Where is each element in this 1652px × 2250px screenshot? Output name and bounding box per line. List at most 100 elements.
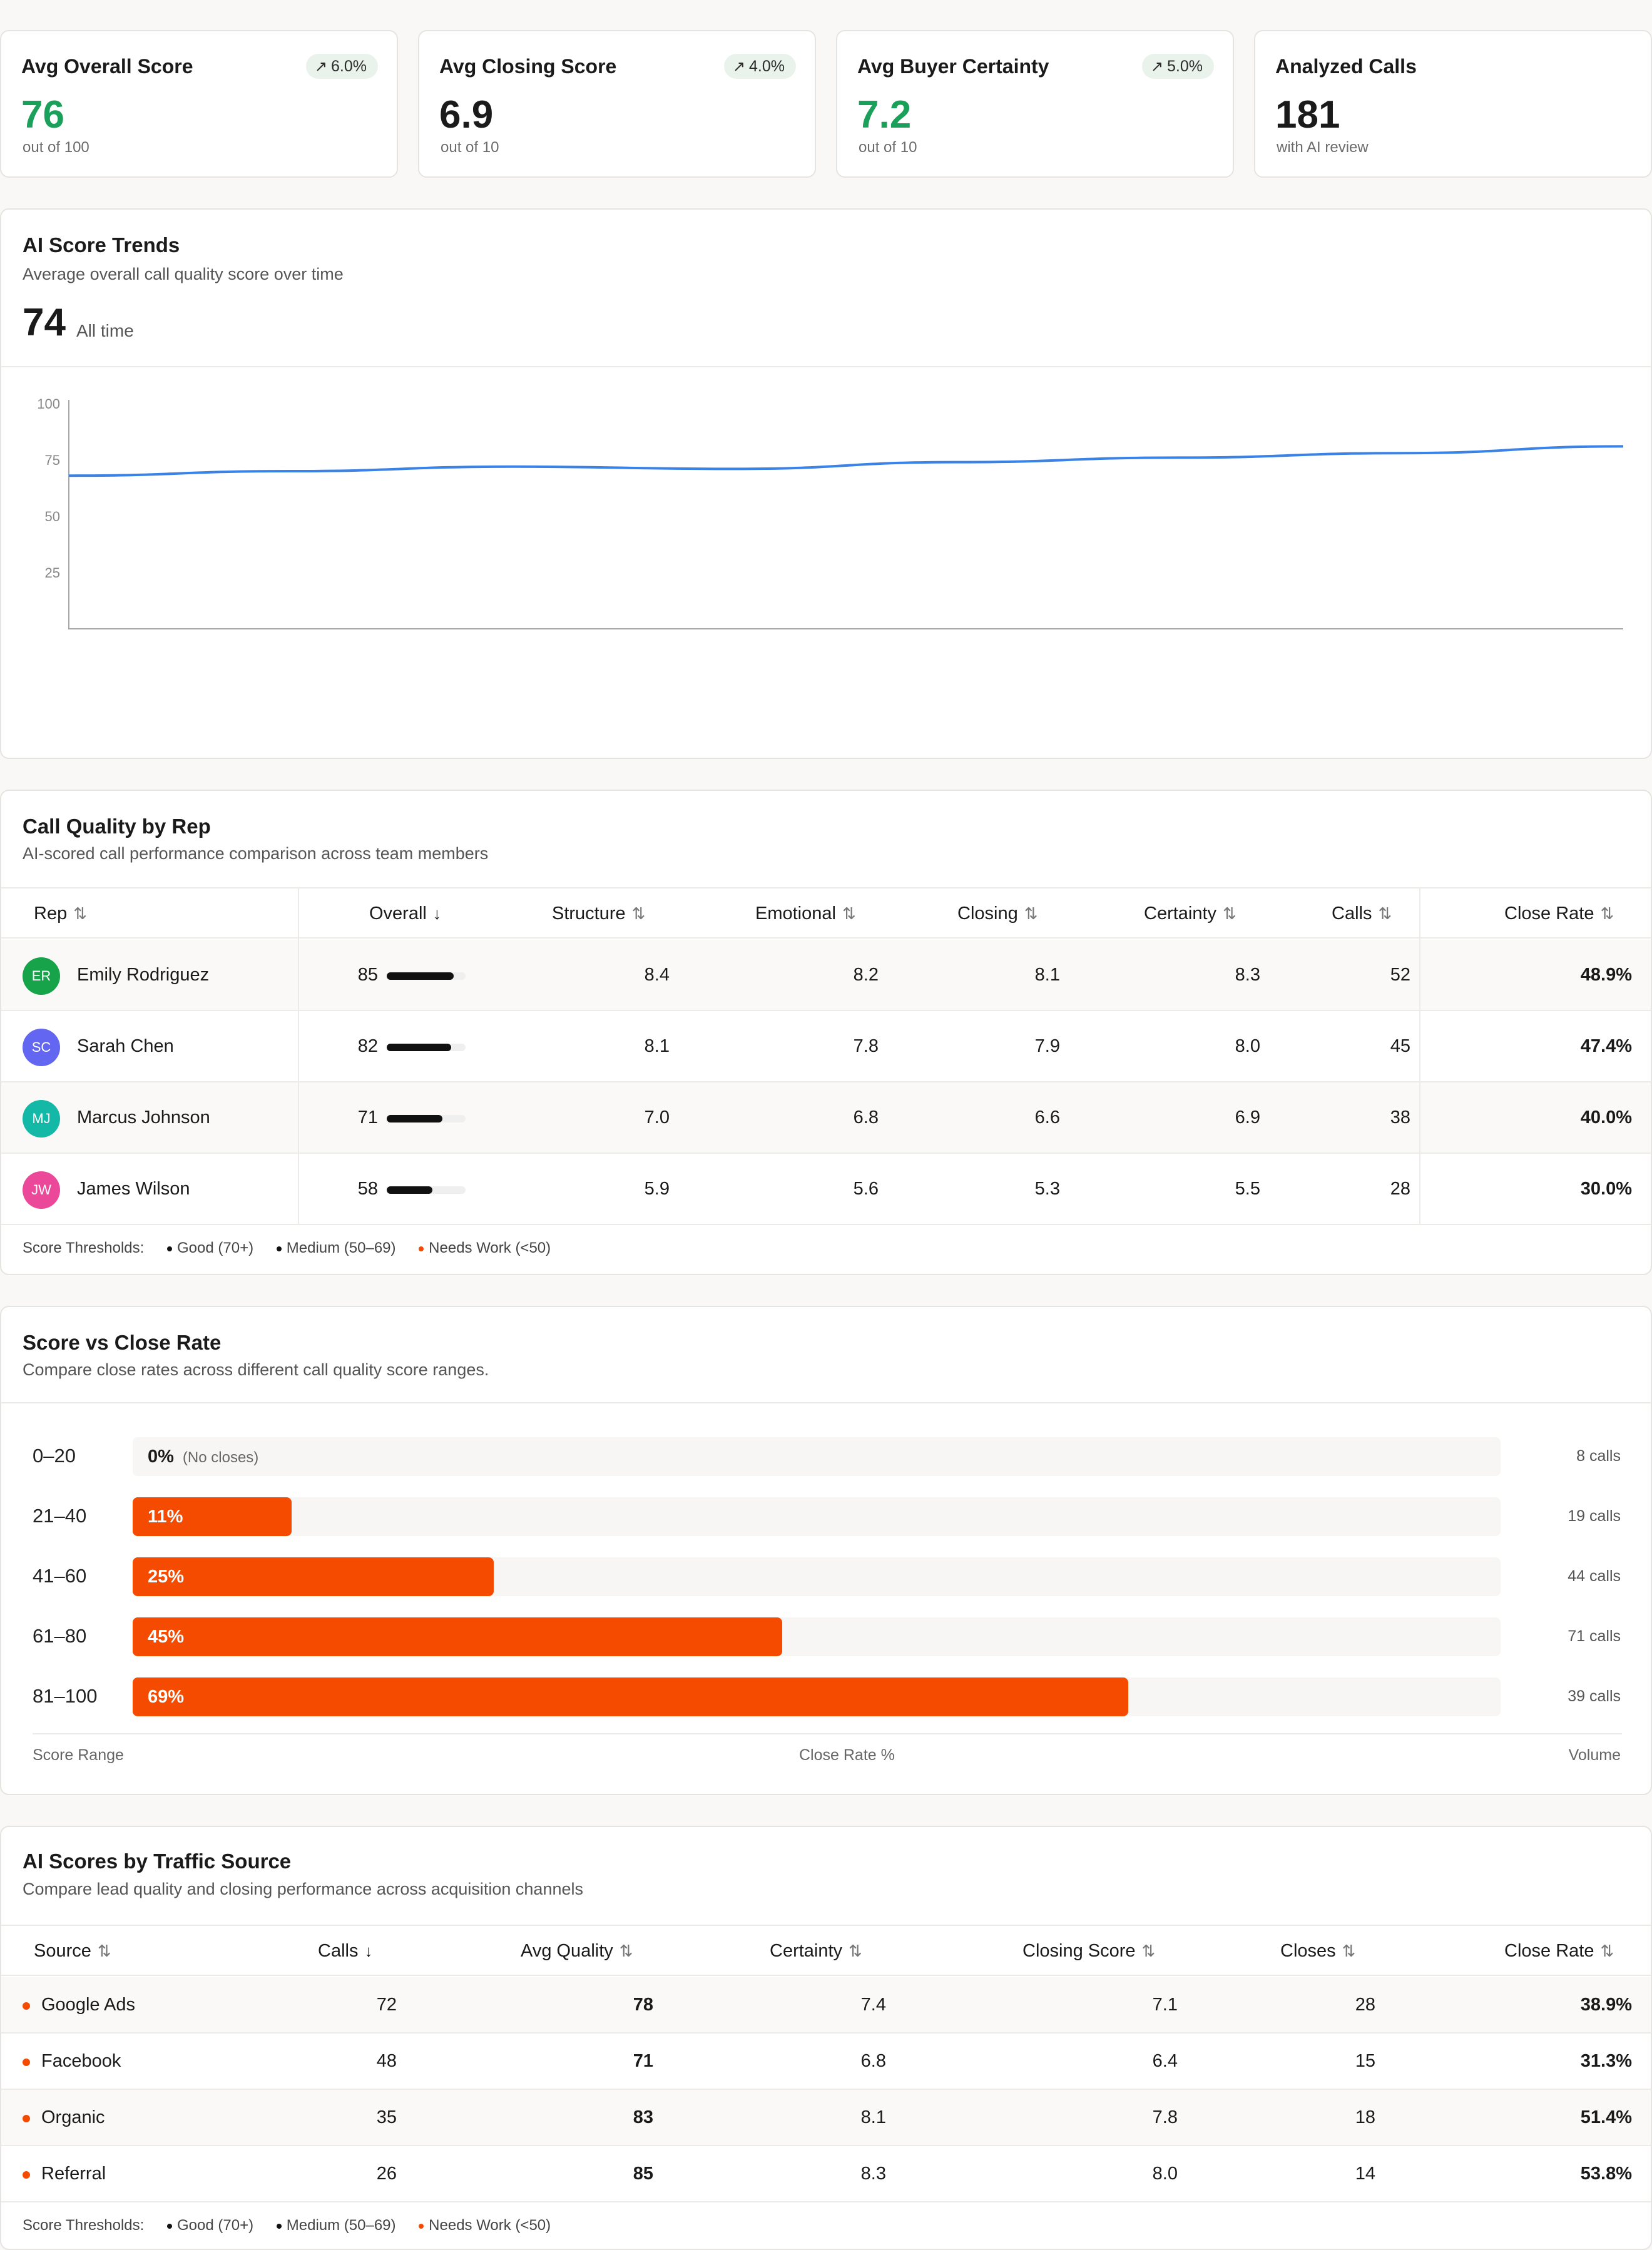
score-range-label: 21–40 <box>33 1505 86 1527</box>
table-row[interactable]: SC Sarah Chen 82 8.1 7.8 7.9 8.0 45 47.4… <box>1 1011 1651 1082</box>
sort-icon[interactable]: ⇅ <box>1378 904 1392 923</box>
close-rate: 38.9% <box>1502 1977 1632 2032</box>
arrow-down-icon[interactable]: ↓ <box>433 904 441 923</box>
no-closes-note: (No closes) <box>183 1449 258 1466</box>
kpi-value: 7.2 <box>857 93 911 137</box>
col-rep[interactable]: Rep ⇅ <box>34 888 87 939</box>
col-overall[interactable]: Overall ↓ <box>369 888 441 939</box>
close-rate: 48.9% <box>1502 940 1632 1010</box>
col-avg-quality[interactable]: Avg Quality ⇅ <box>521 1926 633 1976</box>
sort-icon[interactable]: ⇅ <box>1223 904 1236 923</box>
sort-icon[interactable]: ⇅ <box>842 904 856 923</box>
sort-icon[interactable]: ⇅ <box>1142 1942 1156 1960</box>
structure-score: 8.4 <box>564 940 670 1010</box>
card-subtitle: Compare lead quality and closing perform… <box>23 1880 583 1899</box>
certainty-score: 7.4 <box>785 1977 886 2032</box>
column-divider <box>298 887 299 1224</box>
card-title: AI Scores by Traffic Source <box>23 1850 291 1873</box>
trend-badge: ↗ 5.0% <box>1142 54 1214 79</box>
table-row[interactable]: Google Ads 72 78 7.4 7.1 28 38.9% <box>1 1977 1651 2034</box>
x-tick-label: Nov 10 <box>491 640 535 643</box>
col-source[interactable]: Source ⇅ <box>34 1926 111 1976</box>
source-name: Facebook <box>41 2034 121 2089</box>
close-rate-bar: 45% <box>133 1617 1501 1656</box>
col-closing[interactable]: Closing ⇅ <box>957 888 1038 939</box>
col-certainty[interactable]: Certainty ⇅ <box>770 1926 862 1976</box>
col-closes[interactable]: Closes ⇅ <box>1280 1926 1355 1976</box>
calls-count: 38 <box>1305 1082 1410 1153</box>
table-row[interactable]: Organic 35 83 8.1 7.8 18 51.4% <box>1 2090 1651 2146</box>
avatar: ER <box>23 957 60 995</box>
calls-count: 28 <box>1305 1154 1410 1224</box>
kpi-title: Avg Closing Score <box>439 55 616 78</box>
certainty-score: 6.9 <box>1155 1082 1260 1153</box>
card-title: Score vs Close Rate <box>23 1331 221 1355</box>
col-close-rate[interactable]: Close Rate ⇅ <box>1504 1926 1614 1976</box>
close-rate-bar-fill <box>133 1617 782 1656</box>
kpi-avg-closing-score: Avg Closing Score ↗ 4.0% 6.9 out of 10 <box>418 30 816 178</box>
overall-score: 71 <box>339 1082 378 1153</box>
structure-score: 8.1 <box>564 1011 670 1081</box>
col-certainty[interactable]: Certainty ⇅ <box>1144 888 1236 939</box>
footer-close-rate: Close Rate % <box>799 1746 895 1764</box>
col-emotional[interactable]: Emotional ⇅ <box>755 888 856 939</box>
close-rate: 47.4% <box>1502 1011 1632 1081</box>
source-dot-icon <box>23 2171 30 2179</box>
certainty-score: 8.3 <box>785 2146 886 2201</box>
traffic-table-header: Source ⇅ Calls ↓ Avg Quality ⇅ Certainty ⇅ C… <box>1 1925 1651 1976</box>
ai-score-trends-card: AI Score Trends Average overall call qua… <box>0 208 1652 759</box>
kpi-sub: with AI review <box>1277 139 1369 156</box>
volume-label: 39 calls <box>1568 1688 1621 1706</box>
trend-badge: ↗ 6.0% <box>306 54 378 79</box>
kpi-sub: out of 10 <box>859 139 917 156</box>
arrow-down-icon[interactable]: ↓ <box>364 1942 372 1960</box>
kpi-title: Avg Buyer Certainty <box>857 55 1049 78</box>
col-structure[interactable]: Structure ⇅ <box>552 888 645 939</box>
trend-up-icon: ↗ <box>1151 54 1163 79</box>
card-title: AI Score Trends <box>23 233 180 257</box>
trend-badge: ↗ 4.0% <box>724 54 796 79</box>
closes-count: 15 <box>1274 2034 1375 2089</box>
closing-score: 8.1 <box>955 940 1060 1010</box>
sort-icon[interactable]: ⇅ <box>1024 904 1038 923</box>
sort-icon[interactable]: ⇅ <box>73 904 87 923</box>
avatar: SC <box>23 1029 60 1066</box>
closing-score: 6.6 <box>955 1082 1060 1153</box>
overall-score: 82 <box>339 1011 378 1081</box>
y-tick-label: 75 <box>45 452 60 468</box>
kpi-value: 181 <box>1275 93 1340 137</box>
sort-icon[interactable]: ⇅ <box>849 1942 862 1960</box>
col-close-rate[interactable]: Close Rate ⇅ <box>1504 888 1614 939</box>
certainty-score: 8.3 <box>1155 940 1260 1010</box>
score-range-label: 41–60 <box>33 1565 86 1587</box>
y-tick-label: 100 <box>37 396 60 412</box>
rep-name: Marcus Johnson <box>77 1082 210 1153</box>
table-row[interactable]: JW James Wilson 58 5.9 5.6 5.3 5.5 28 30… <box>1 1154 1651 1225</box>
threshold-needs-work: Needs Work (<50) <box>419 1240 551 1256</box>
card-subtitle: AI-scored call performance comparison ac… <box>23 844 488 863</box>
close-rate: 30.0% <box>1502 1154 1632 1224</box>
kpi-sub: out of 100 <box>23 139 89 156</box>
closing-score: 8.0 <box>1076 2146 1178 2201</box>
col-calls[interactable]: Calls ⇅ <box>1332 888 1392 939</box>
overall-score-bar <box>387 1044 466 1051</box>
table-row[interactable]: Referral 26 85 8.3 8.0 14 53.8% <box>1 2146 1651 2202</box>
col-calls[interactable]: Calls ↓ <box>318 1926 372 1976</box>
calls-count: 48 <box>295 2034 397 2089</box>
sort-icon[interactable]: ⇅ <box>1600 904 1614 923</box>
sort-icon[interactable]: ⇅ <box>1600 1942 1614 1960</box>
avatar: MJ <box>23 1100 60 1138</box>
table-row[interactable]: MJ Marcus Johnson 71 7.0 6.8 6.6 6.9 38 … <box>1 1082 1651 1154</box>
x-tick-label: Dec 15 <box>1602 640 1646 643</box>
trend-up-icon: ↗ <box>315 54 327 79</box>
sort-icon[interactable]: ⇅ <box>632 904 646 923</box>
table-row[interactable]: ER Emily Rodriguez 85 8.4 8.2 8.1 8.3 52… <box>1 940 1651 1011</box>
table-row[interactable]: Facebook 48 71 6.8 6.4 15 31.3% <box>1 2034 1651 2090</box>
kpi-title: Analyzed Calls <box>1275 55 1417 78</box>
close-rate-bar: 11% <box>133 1497 1501 1536</box>
sort-icon[interactable]: ⇅ <box>620 1942 633 1960</box>
sort-icon[interactable]: ⇅ <box>1342 1942 1356 1960</box>
sort-icon[interactable]: ⇅ <box>98 1942 111 1960</box>
certainty-score: 6.8 <box>785 2034 886 2089</box>
col-closing-score[interactable]: Closing Score ⇅ <box>1022 1926 1155 1976</box>
